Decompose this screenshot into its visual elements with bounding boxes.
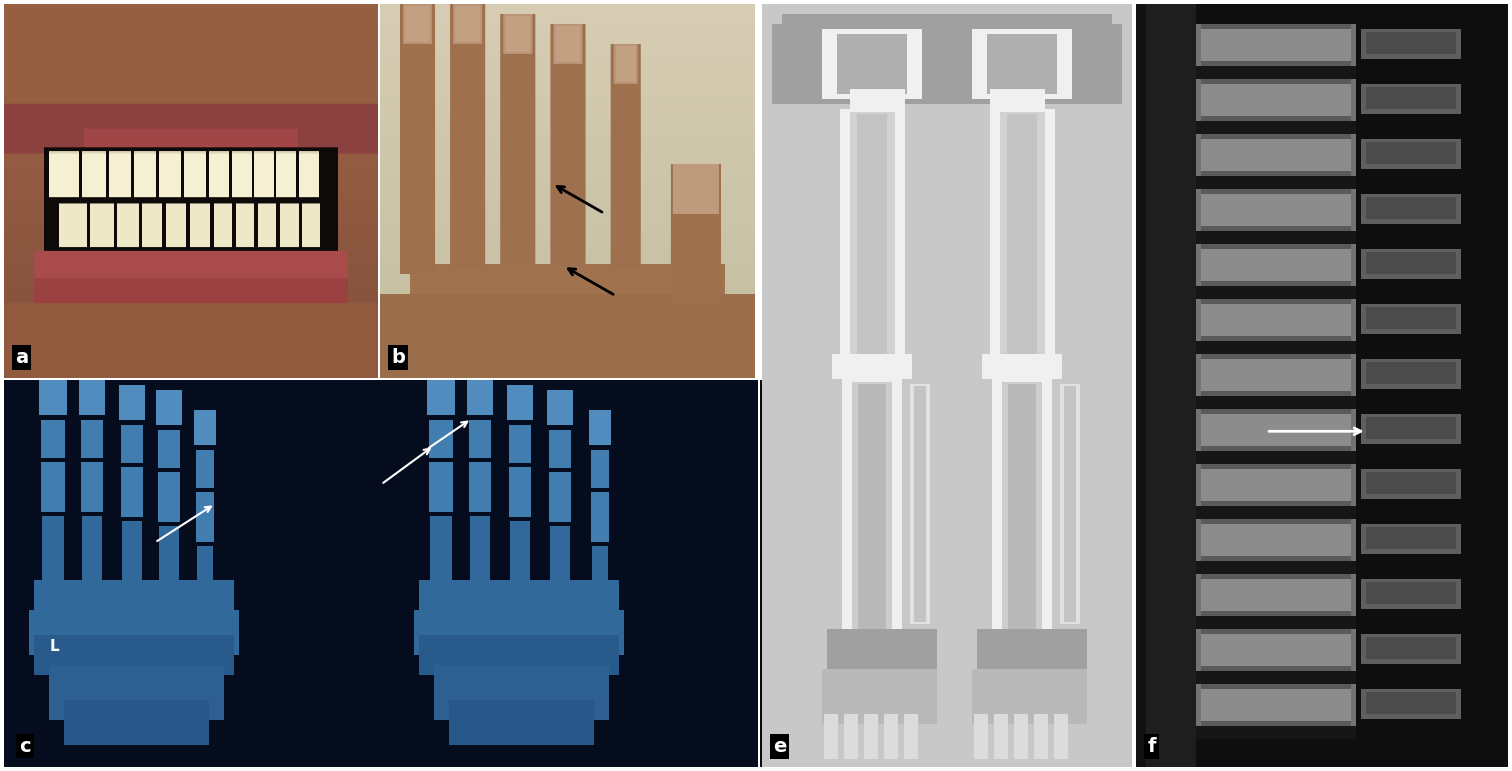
Text: L: L — [50, 639, 59, 654]
Text: e: e — [773, 737, 786, 756]
Text: d: d — [771, 736, 785, 756]
Text: c: c — [20, 736, 30, 756]
Text: a: a — [15, 348, 29, 367]
Text: f: f — [1148, 737, 1155, 756]
Text: b: b — [392, 348, 405, 367]
